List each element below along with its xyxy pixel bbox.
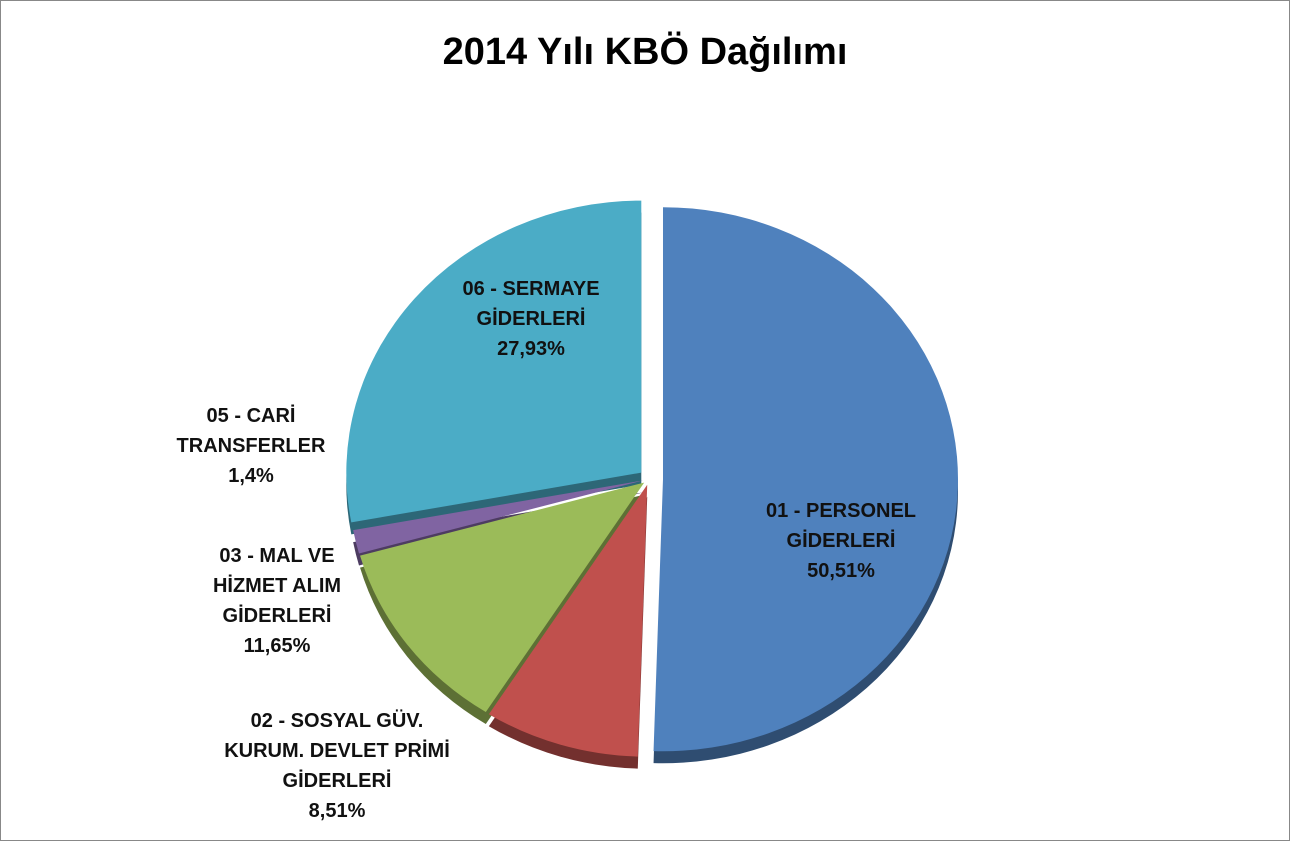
slice bbox=[346, 200, 642, 523]
category-label: 02 - SOSYAL GÜV. KURUM. DEVLET PRİMİ GİD… bbox=[224, 710, 450, 792]
category-label: 05 - CARİ TRANSFERLER bbox=[176, 405, 326, 457]
category-label: 01 - PERSONEL GİDERLERİ bbox=[765, 500, 917, 552]
data-label: 06 - SERMAYE GİDERLERİ 27,93% bbox=[441, 274, 621, 364]
data-label: 03 - MAL VE HİZMET ALIM GİDERLERİ 11,65% bbox=[197, 541, 357, 661]
slice bbox=[653, 207, 958, 752]
value-label: 27,93% bbox=[497, 338, 565, 360]
data-label: 01 - PERSONEL GİDERLERİ 50,51% bbox=[751, 496, 931, 586]
slice bbox=[360, 482, 645, 713]
value-label: 8,51% bbox=[308, 800, 366, 822]
category-label: 03 - MAL VE HİZMET ALIM GİDERLERİ bbox=[212, 545, 342, 627]
data-label: 02 - SOSYAL GÜV. KURUM. DEVLET PRİMİ GİD… bbox=[212, 706, 462, 826]
value-label: 11,65% bbox=[243, 635, 311, 657]
slice bbox=[353, 480, 644, 554]
category-label: 06 - SERMAYE GİDERLERİ bbox=[462, 278, 600, 330]
value-label: 1,4% bbox=[228, 465, 274, 487]
slice bbox=[488, 484, 648, 757]
value-label: 50,51% bbox=[807, 560, 875, 582]
data-label: 05 - CARİ TRANSFERLER 1,4% bbox=[169, 401, 334, 491]
chart-title: 2014 Yılı KBÖ Dağılımı bbox=[442, 31, 848, 73]
